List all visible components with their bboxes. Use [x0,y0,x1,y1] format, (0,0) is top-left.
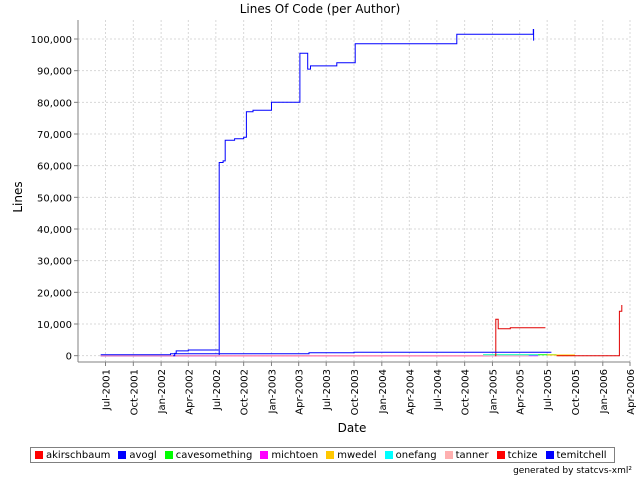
x-tick-label: Apr-2003 [295,369,306,415]
x-tick-label: Jul-2004 [433,369,444,411]
legend-label: akirschbaum [46,449,111,461]
y-tick-label: 70,000 [37,130,72,141]
legend-item-temitchell: temitchell [545,449,607,461]
x-tick-label: Apr-2005 [516,369,527,415]
y-tick-label: 40,000 [37,225,72,236]
legend-swatch [164,451,173,459]
legend-item-onefang: onefang [384,449,437,461]
legend-swatch [326,451,335,459]
y-tick-label: 60,000 [37,162,72,173]
legend-swatch [384,451,393,459]
legend-swatch [260,451,269,459]
series-avogl [100,29,535,357]
y-axis-label: Lines [11,181,25,212]
legend-item-cavesomething: cavesomething [164,449,253,461]
legend-label: cavesomething [175,449,253,461]
x-tick-label: Oct-2001 [129,369,140,415]
chart-title: Lines Of Code (per Author) [240,2,401,16]
series-avogl-early [173,349,219,357]
x-tick-label: Jul-2001 [102,369,113,411]
legend-label: avogl [129,449,157,461]
generated-by-label: generated by statcvs-xml² [513,466,632,476]
legend-swatch [444,451,453,459]
legend-swatch [545,451,554,459]
x-tick-label: Oct-2003 [350,369,361,415]
legend-item-tanner: tanner [444,449,489,461]
legend-label: tchize [507,449,538,461]
x-tick-label: Oct-2005 [571,369,582,415]
legend-swatch [118,451,127,459]
x-tick-label: Jul-2002 [212,369,223,411]
legend-item-michtoen: michtoen [260,450,318,461]
legend-label: temitchell [556,449,607,461]
legend-label: tanner [455,449,489,461]
legend-item-tchize: tchize [496,449,538,461]
legend-item-mwedel: mwedel [326,449,377,461]
x-tick-label: Jul-2005 [543,369,554,411]
x-tick-label: Jan-2002 [157,369,168,414]
legend-swatch [35,451,43,459]
x-tick-label: Oct-2002 [240,369,251,415]
legend-item-akirschbaum: akirschbaum [35,450,110,461]
series-tchize [495,318,546,357]
x-tick-label: Apr-2006 [626,369,637,415]
legend: akirschbaum avogl cavesomething michtoen mwe… [30,447,615,463]
x-tick-label: Apr-2004 [405,369,416,415]
x-tick-label: Jul-2003 [322,369,333,411]
x-tick-label: Jan-2005 [488,369,499,414]
y-tick-label: 90,000 [37,67,72,78]
x-tick-label: Jan-2003 [267,369,278,414]
legend-label: mwedel [337,449,377,461]
x-tick-label: Apr-2002 [184,369,195,415]
series-temitchell [100,351,552,356]
y-tick-label: 80,000 [37,98,72,109]
legend-item-avogl: avogl [118,449,157,461]
legend-label: onefang [395,449,437,461]
y-tick-label: 10,000 [37,320,72,331]
y-tick-label: 0 [66,352,72,363]
y-tick-label: 20,000 [37,288,72,299]
legend-label: michtoen [271,449,319,461]
y-tick-label: 100,000 [31,35,72,46]
legend-swatch [496,451,505,459]
plot-area [78,20,630,362]
x-tick-label: Jan-2004 [378,369,389,414]
y-tick-label: 50,000 [37,193,72,204]
y-tick-label: 30,000 [37,257,72,268]
x-axis-label: Date [338,421,367,435]
x-tick-label: Oct-2004 [461,369,472,415]
x-tick-label: Jan-2006 [599,369,610,414]
series-tchize-late [556,305,623,357]
